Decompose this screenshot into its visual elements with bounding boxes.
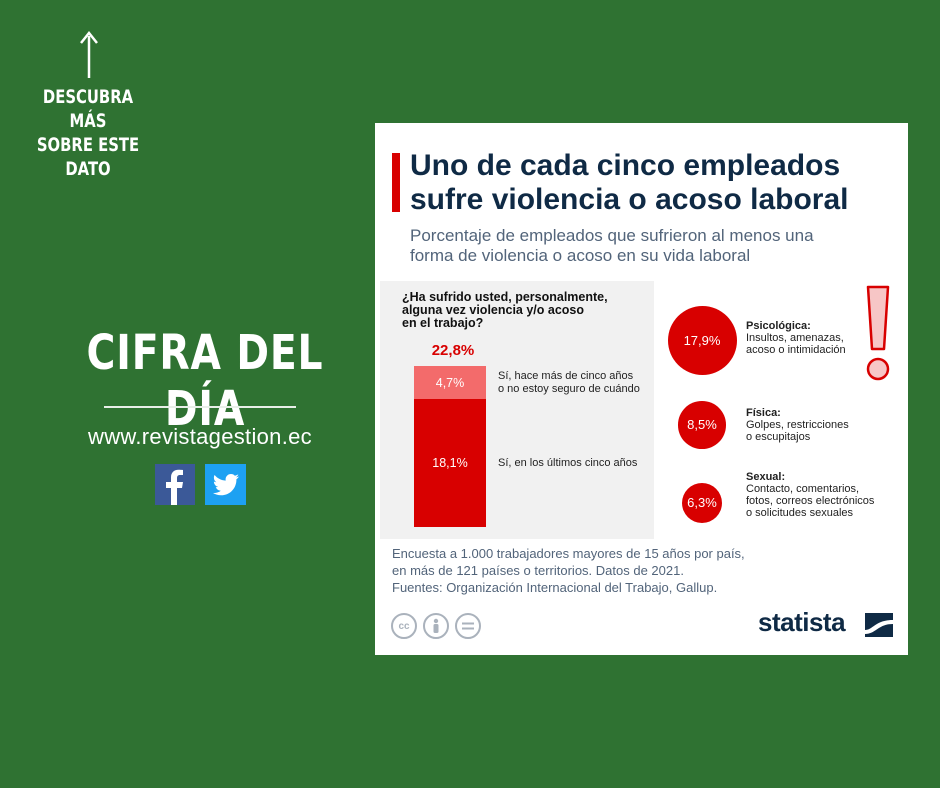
bar-segment-label: Sí, hace más de cinco años o no estoy se… — [498, 370, 658, 396]
bubble-value: 17,9% — [683, 332, 721, 348]
category-sexual: Sexual: Contacto, comentarios, fotos, co… — [746, 471, 896, 519]
category-desc: o solicitudes sexuales — [746, 507, 854, 519]
category-desc: acoso o intimidación — [746, 344, 846, 356]
headline-divider — [104, 406, 296, 408]
category-name: Física: — [746, 407, 781, 419]
title-accent-bar — [392, 153, 400, 212]
facebook-icon[interactable] — [155, 464, 195, 505]
note-line: Encuesta a 1.000 trabajadores mayores de… — [392, 546, 745, 561]
category-desc: o escupitajos — [746, 431, 811, 443]
bubble-physical: 8,5% — [678, 401, 726, 449]
bar-segment-label: Sí, en los últimos cinco años — [498, 457, 658, 470]
bar-segment-recent: 18,1% — [414, 399, 486, 527]
segment-label-line: o no estoy seguro de cuándo — [498, 382, 640, 395]
category-psychological: Psicológica: Insultos, amenazas, acoso o… — [746, 320, 896, 356]
infographic-card: Uno de cada cinco empleados sufre violen… — [375, 123, 908, 655]
bar-segment-value: 4,7% — [435, 375, 465, 390]
statista-logo-icon — [865, 613, 893, 637]
title-line: Uno de cada cinco empleados — [410, 149, 841, 182]
category-desc: fotos, correos electrónicos — [746, 495, 875, 507]
category-name: Psicológica: — [746, 320, 811, 332]
statista-logo[interactable]: statista — [758, 607, 846, 637]
question-line: alguna vez violencia y/o acoso — [402, 303, 585, 317]
source-note: Encuesta a 1.000 trabajadores mayores de… — [392, 545, 852, 596]
up-arrow-icon — [80, 30, 98, 78]
category-name: Sexual: — [746, 471, 786, 483]
discover-line: DATO — [65, 158, 111, 180]
license-icons: cc — [391, 613, 487, 639]
survey-question: ¿Ha sufrido usted, personalmente, alguna… — [402, 291, 652, 330]
stacked-bar: 4,7% 18,1% — [414, 366, 486, 527]
chart-subtitle: Porcentaje de empleados que sufrieron al… — [410, 226, 900, 266]
question-line: ¿Ha sufrido usted, personalmente, — [402, 290, 608, 304]
discover-line: DESCUBRA MÁS — [42, 86, 134, 132]
discover-line: SOBRE ESTE — [36, 134, 140, 156]
bar-segment-earlier: 4,7% — [414, 366, 486, 400]
note-line: Fuentes: Organización Internacional del … — [392, 580, 718, 595]
bubble-psychological: 17,9% — [667, 305, 737, 375]
question-line: en el trabajo? — [402, 316, 484, 330]
bubble-sexual: 6,3% — [681, 482, 723, 524]
exclamation-icon — [866, 285, 890, 381]
bubble-value: 6,3% — [687, 495, 717, 511]
twitter-icon[interactable] — [205, 464, 246, 505]
category-desc: Golpes, restricciones — [746, 419, 849, 431]
bar-total-label: 22,8% — [431, 342, 475, 359]
segment-label-line: Sí, en los últimos cinco años — [498, 456, 638, 469]
question-panel: ¿Ha sufrido usted, personalmente, alguna… — [380, 281, 654, 539]
category-desc: Contacto, comentarios, — [746, 483, 860, 495]
headline: CIFRA DEL DÍA — [86, 325, 324, 437]
subtitle-line: forma de violencia o acoso en su vida la… — [410, 246, 751, 265]
title-line: sufre violencia o acoso laboral — [410, 183, 849, 216]
category-physical: Física: Golpes, restricciones o escupita… — [746, 407, 896, 443]
cc-icon[interactable]: cc — [391, 613, 417, 639]
chart-title: Uno de cada cinco empleados sufre violen… — [410, 149, 900, 217]
note-line: en más de 121 países o territorios. Dato… — [392, 563, 684, 578]
category-desc: Insultos, amenazas, — [746, 332, 844, 344]
discover-more-text: DESCUBRA MÁS SOBRE ESTE DATO — [27, 85, 149, 181]
website-link[interactable]: www.revistagestion.ec — [88, 424, 312, 449]
subtitle-line: Porcentaje de empleados que sufrieron al… — [410, 226, 814, 245]
nd-icon[interactable] — [455, 613, 481, 639]
by-icon[interactable] — [423, 613, 449, 639]
bar-segment-value: 18,1% — [432, 456, 468, 471]
segment-label-line: Sí, hace más de cinco años — [498, 369, 634, 382]
bubble-value: 8,5% — [687, 417, 717, 433]
